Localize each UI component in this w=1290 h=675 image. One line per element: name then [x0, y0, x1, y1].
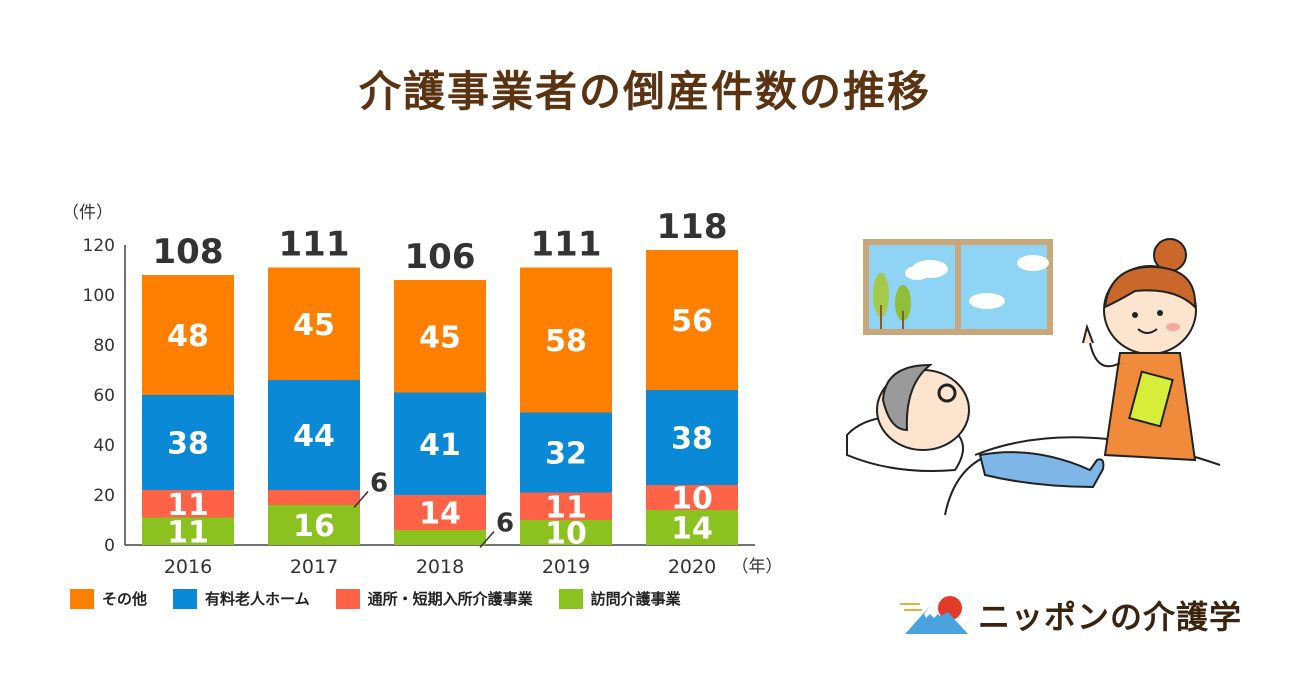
legend-swatch [558, 588, 583, 609]
callout-line [353, 491, 369, 508]
caregiver-illustration-icon [846, 238, 1221, 516]
y-tick-label: 80 [93, 336, 115, 356]
bar-segment [268, 490, 360, 505]
bar-total-label: 108 [153, 232, 224, 272]
segment-value-label: 58 [545, 324, 587, 359]
legend-label: 通所・短期入所介護事業 [367, 590, 533, 608]
segment-value-label: 45 [419, 320, 461, 355]
segment-value-label: 14 [671, 512, 713, 547]
legend-item: 有料老人ホーム [173, 588, 310, 609]
segment-value-label: 32 [545, 437, 587, 472]
y-tick-label: 60 [93, 386, 115, 406]
segment-value-label: 48 [167, 319, 209, 354]
bar-segment [394, 392, 486, 495]
legend-label: 有料老人ホーム [205, 590, 310, 608]
site-logo: ニッポンの介護学 [900, 592, 1242, 638]
bar-segment [268, 380, 360, 490]
y-tick-label: 100 [83, 286, 115, 306]
stacked-bar-chart: 0 20 40 60 80 100 120 （件） 2016 2017 2018 2019 2020 （年… [62, 203, 783, 578]
bar-segment [268, 505, 360, 545]
bar-total-label: 111 [531, 225, 602, 265]
x-tick-label: 2016 [164, 556, 212, 578]
x-tick-label: 2019 [542, 556, 590, 578]
legend-item: その他 [70, 588, 147, 609]
bar-segment [394, 495, 486, 530]
segment-value-callout: 6 [370, 469, 388, 499]
x-axis-unit: （年） [732, 557, 783, 577]
mount-fuji-logo-icon [900, 596, 968, 634]
legend-label: 訪問介護事業 [590, 590, 681, 608]
y-tick-label: 40 [93, 436, 115, 456]
y-tick-label: 20 [93, 486, 115, 506]
x-tick-label: 2018 [416, 556, 464, 578]
bar-segment [142, 517, 234, 545]
bar-segment [394, 280, 486, 393]
x-tick-label: 2020 [668, 556, 716, 578]
legend-item: 訪問介護事業 [558, 588, 681, 609]
segment-value-label: 16 [293, 509, 335, 544]
segment-value-label: 41 [419, 428, 461, 463]
y-axis-unit: （件） [62, 203, 113, 223]
y-tick-label: 120 [83, 236, 115, 256]
bar-segment [520, 267, 612, 413]
legend-swatch [173, 588, 198, 609]
bar-segment [142, 275, 234, 395]
segment-value-label: 44 [293, 419, 335, 454]
legend-swatch [70, 588, 94, 609]
segment-value-callout: 6 [496, 509, 514, 539]
segment-value-label: 38 [671, 422, 713, 457]
segment-value-label: 10 [671, 482, 713, 517]
bar-segment [142, 490, 234, 518]
segment-value-label: 10 [545, 517, 587, 552]
chart-title: 介護事業者の倒産件数の推移 [358, 67, 931, 116]
segment-value-label: 56 [671, 304, 713, 339]
callout-line [479, 531, 495, 548]
bar-total-label: 111 [279, 225, 350, 265]
bar-segment [646, 485, 738, 510]
segment-value-label: 11 [167, 515, 209, 550]
y-tick-label: 0 [104, 536, 115, 556]
legend-swatch [335, 588, 360, 609]
legend-item: 通所・短期入所介護事業 [335, 588, 533, 609]
bar-segment [646, 390, 738, 485]
x-tick-label: 2017 [290, 556, 338, 578]
bar-segment [520, 412, 612, 493]
bar-segment [646, 510, 738, 545]
logo-text: ニッポンの介護学 [978, 598, 1243, 636]
bar-segment [520, 492, 612, 520]
segment-value-label: 11 [167, 488, 209, 523]
segment-value-label: 14 [419, 497, 461, 532]
bar-segment [646, 250, 738, 390]
bar-segment [142, 395, 234, 490]
chart-legend: その他 有料老人ホーム 通所・短期入所介護事業 訪問介護事業 [70, 588, 681, 609]
segment-value-label: 11 [545, 490, 587, 525]
bar-segment [268, 267, 360, 380]
bar-segment [394, 530, 486, 545]
segment-value-label: 45 [293, 308, 335, 343]
bar-total-label: 106 [405, 237, 476, 277]
segment-value-label: 38 [167, 427, 209, 462]
legend-label: その他 [102, 590, 148, 608]
bar-total-label: 118 [657, 207, 728, 247]
bar-segment [520, 520, 612, 545]
